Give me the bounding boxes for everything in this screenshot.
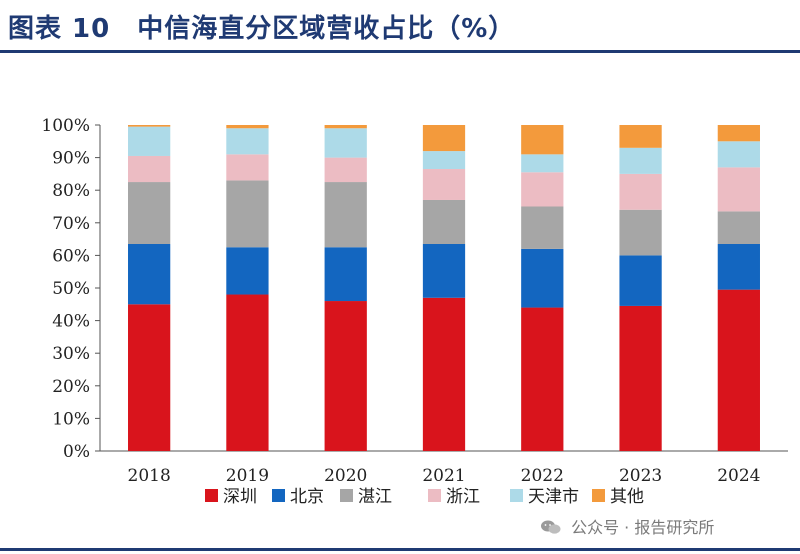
bar-segment	[226, 180, 269, 248]
bar-segment	[521, 172, 564, 207]
bar-segment	[422, 297, 466, 451]
bar-segment	[128, 126, 171, 156]
bar-segment	[324, 157, 367, 183]
legend-label: 其他	[610, 487, 644, 507]
bar-segment	[717, 243, 760, 290]
bar-segment	[324, 125, 367, 129]
wechat-icon	[541, 520, 561, 534]
legend-label: 浙江	[446, 487, 480, 507]
bottom-divider	[0, 548, 800, 551]
legend: 深圳 北京 湛江 浙江 天津市 其他	[205, 487, 644, 507]
bar-segment	[619, 125, 662, 148]
legend-swatch	[592, 489, 605, 502]
x-tick-label: 2024	[717, 466, 760, 486]
y-tick-label: 60%	[52, 246, 90, 266]
axes-layer: 0% 10% 20% 30% 40% 50% 60% 70% 80% 90% 100% 2018 201…	[41, 116, 788, 486]
bar-segment	[324, 182, 367, 248]
bar-segment	[521, 248, 564, 308]
watermark-text: 公众号 · 报告研究所	[571, 518, 715, 537]
bar-segment	[717, 125, 760, 142]
bar-segment	[619, 305, 662, 451]
legend-label: 天津市	[528, 487, 579, 507]
bar-segment	[324, 301, 367, 451]
bars-layer	[128, 125, 760, 451]
bar-segment	[226, 128, 269, 155]
x-tick-label: 2021	[422, 466, 465, 486]
y-tick-label: 20%	[52, 377, 90, 397]
y-tick-label: 70%	[52, 214, 90, 234]
bar-segment	[128, 304, 171, 451]
y-tick-label: 90%	[52, 149, 90, 169]
bar-segment	[324, 128, 367, 158]
chart-title: 图表 10 中信海直分区域营收占比（%）	[8, 14, 516, 44]
title-divider	[0, 50, 800, 53]
y-tick-label: 40%	[52, 312, 90, 332]
x-tick-label: 2022	[521, 466, 564, 486]
y-tick-label: 10%	[52, 409, 90, 429]
legend-label: 北京	[290, 487, 324, 507]
x-tick-label: 2023	[619, 466, 662, 486]
bar-segment	[128, 155, 171, 183]
bar-segment	[619, 147, 662, 174]
bar-segment	[128, 243, 171, 305]
bar-segment	[717, 141, 760, 168]
legend-swatch	[340, 489, 353, 502]
title-bar: 图表 10 中信海直分区域营收占比（%）	[0, 0, 800, 53]
bar-segment	[324, 247, 367, 302]
legend-label: 湛江	[358, 487, 392, 507]
legend-swatch	[428, 489, 441, 502]
bar-segment	[717, 289, 760, 451]
bar-segment	[521, 125, 564, 155]
y-tick-label: 0%	[63, 442, 90, 462]
bar-segment	[619, 173, 662, 210]
bar-segment	[619, 255, 662, 306]
bar-segment	[422, 169, 466, 200]
bar-segment	[226, 247, 269, 295]
bar-segment	[717, 167, 760, 212]
x-tick-label: 2019	[226, 466, 269, 486]
bar-segment	[226, 154, 269, 181]
x-tick-label: 2020	[324, 466, 367, 486]
x-tick-label: 2018	[128, 466, 171, 486]
bar-segment	[226, 125, 269, 129]
y-tick-label: 30%	[52, 344, 90, 364]
bar-segment	[422, 125, 466, 152]
y-tick-label: 80%	[52, 181, 90, 201]
watermark: 公众号 · 报告研究所	[540, 514, 714, 538]
y-tick-label: 100%	[41, 116, 90, 136]
bar-segment	[521, 206, 564, 249]
bar-segment	[521, 307, 564, 451]
bar-segment	[717, 211, 760, 244]
bar-segment	[619, 209, 662, 256]
bar-segment	[128, 182, 171, 244]
legend-label: 深圳	[223, 487, 257, 507]
bar-segment	[521, 154, 564, 173]
legend-swatch	[205, 489, 218, 502]
bar-segment	[422, 151, 466, 170]
bar-segment	[226, 294, 269, 451]
legend-swatch	[272, 489, 285, 502]
bar-segment	[128, 125, 171, 127]
y-tick-label: 50%	[52, 279, 90, 299]
legend-swatch	[510, 489, 523, 502]
bar-segment	[422, 243, 466, 298]
bar-segment	[422, 199, 466, 244]
